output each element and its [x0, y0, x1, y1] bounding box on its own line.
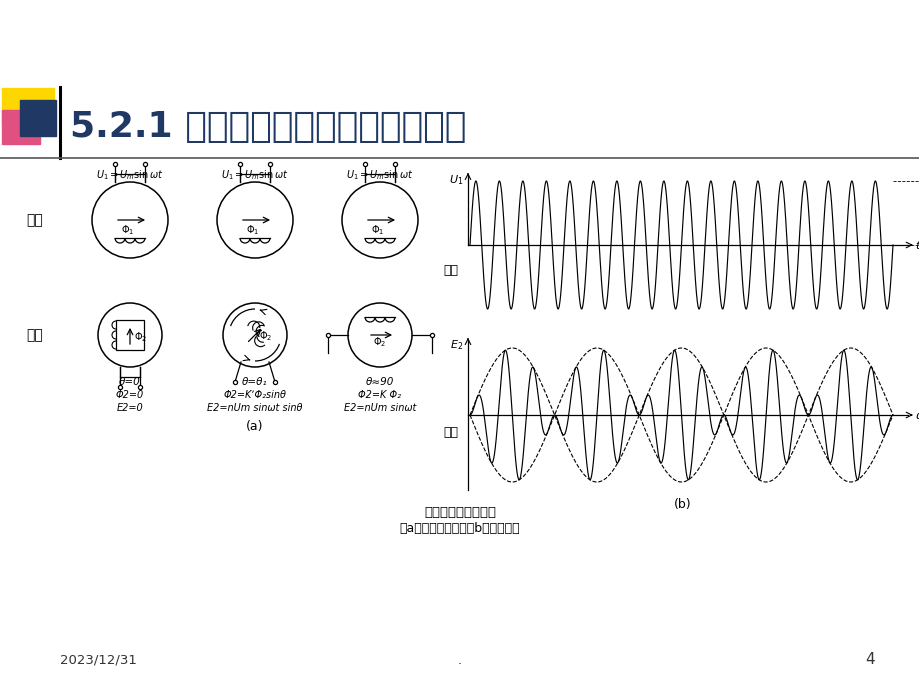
- Text: (b): (b): [674, 498, 691, 511]
- Text: $U_1=U_m\sin\omega t$: $U_1=U_m\sin\omega t$: [96, 168, 164, 182]
- Bar: [2, 88, 54, 124]
- Text: $E_2$: $E_2$: [449, 338, 462, 352]
- Text: Φ2=0: Φ2=0: [116, 390, 144, 400]
- Text: $\Phi_2$: $\Phi_2$: [134, 330, 147, 344]
- Text: θ≈90: θ≈90: [366, 377, 393, 387]
- Text: $t$: $t$: [914, 239, 919, 251]
- Text: .: .: [458, 653, 461, 667]
- Text: E2=nUm sinωt: E2=nUm sinωt: [344, 403, 415, 413]
- Text: Φ2=K Φ₂: Φ2=K Φ₂: [358, 390, 401, 400]
- Text: $\Phi_2$: $\Phi_2$: [259, 329, 272, 343]
- Text: $U_1$: $U_1$: [448, 173, 462, 187]
- Text: $\Phi_1$: $\Phi_1$: [371, 223, 384, 237]
- Bar: [20, 100, 56, 136]
- Text: 激磁: 激磁: [443, 264, 458, 277]
- Text: θ=θ₁: θ=θ₁: [242, 377, 267, 387]
- Text: $\omega t$: $\omega t$: [914, 409, 919, 421]
- Text: $U_1=U_m\sin\omega t$: $U_1=U_m\sin\omega t$: [221, 168, 289, 182]
- Text: 输出: 输出: [443, 426, 458, 440]
- Text: 定子: 定子: [27, 213, 43, 227]
- Text: E2=0: E2=0: [117, 403, 143, 413]
- Text: 5.2.1 旋转变压器的结构和工作原理: 5.2.1 旋转变压器的结构和工作原理: [70, 110, 466, 144]
- Text: 2023/12/31: 2023/12/31: [60, 653, 137, 667]
- Text: 旋转变压器工作原理: 旋转变压器工作原理: [424, 506, 495, 518]
- Bar: [116, 320, 144, 350]
- Text: （a）线圈位置图；（b）波形图。: （a）线圈位置图；（b）波形图。: [399, 522, 520, 535]
- Text: θ=0: θ=0: [119, 377, 141, 387]
- Text: $U_1=U_m\sin\omega t$: $U_1=U_m\sin\omega t$: [346, 168, 414, 182]
- Text: Φ2=KʼΦ₂sinθ: Φ2=KʼΦ₂sinθ: [223, 390, 286, 400]
- Text: (a): (a): [246, 420, 264, 433]
- Text: $\Phi_1$: $\Phi_1$: [246, 223, 259, 237]
- Text: $\Phi_1$: $\Phi_1$: [121, 223, 134, 237]
- Text: 4: 4: [864, 653, 874, 667]
- Bar: [2, 110, 40, 144]
- Text: E2=nUm sinωt sinθ: E2=nUm sinωt sinθ: [207, 403, 302, 413]
- Text: 转子: 转子: [27, 328, 43, 342]
- Text: $\Phi_2$: $\Phi_2$: [373, 335, 386, 349]
